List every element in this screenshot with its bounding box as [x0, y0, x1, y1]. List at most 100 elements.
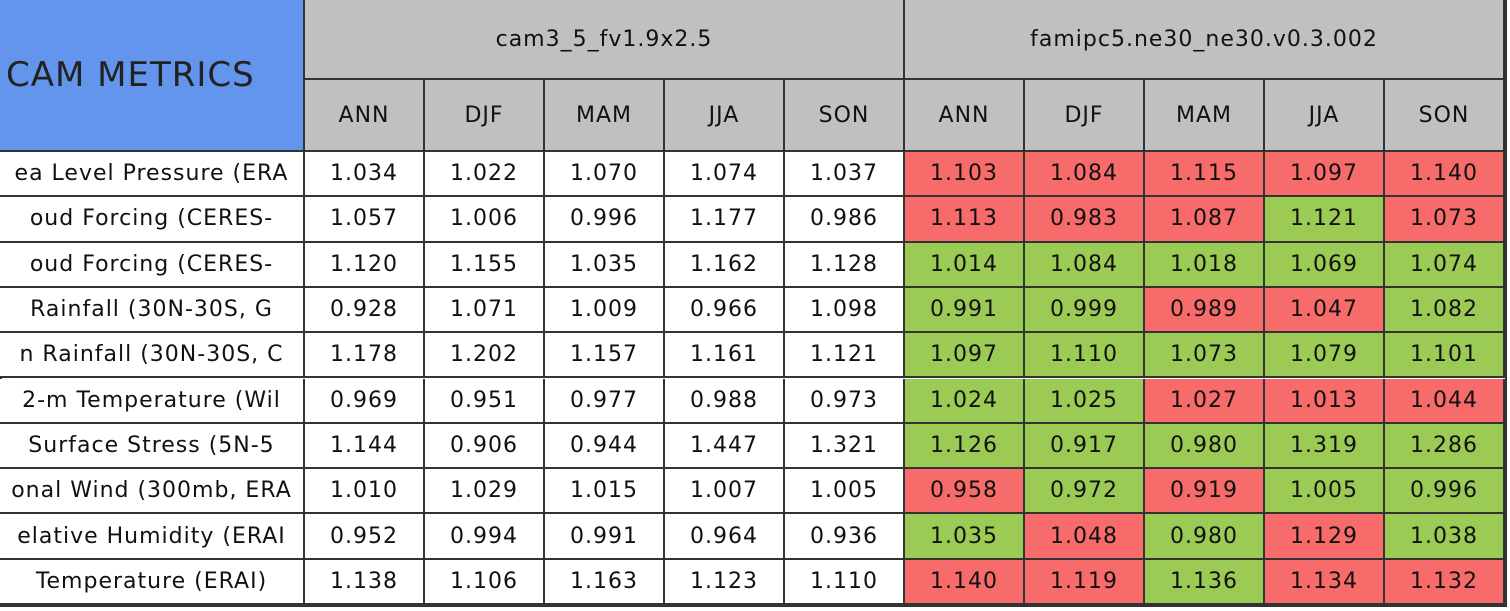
- value-cell-text: 0.919: [1170, 478, 1238, 504]
- value-cell: 1.136: [1145, 559, 1265, 605]
- value-cell-text: 1.084: [1050, 161, 1118, 187]
- value-cell: 1.138: [305, 559, 425, 605]
- value-cell: 1.006: [425, 197, 545, 243]
- value-cell-text: 1.178: [330, 342, 398, 368]
- value-cell: 1.048: [1025, 514, 1145, 560]
- value-cell: 0.991: [545, 514, 665, 560]
- value-cell-text: 1.005: [1290, 478, 1358, 504]
- row-label-text: Surface Stress (5N-5: [28, 432, 275, 458]
- row-label: n Rainfall (30N-30S, C: [0, 333, 305, 379]
- value-cell-text: 1.101: [1410, 342, 1478, 368]
- value-cell-text: 0.936: [810, 523, 878, 549]
- value-cell: 1.110: [1025, 333, 1145, 379]
- season-header-text: SON: [818, 102, 870, 128]
- value-cell-text: 0.972: [1050, 478, 1118, 504]
- row-label: ea Level Pressure (ERA: [0, 152, 305, 198]
- value-cell: 1.013: [1265, 378, 1385, 424]
- value-cell-text: 1.035: [930, 523, 998, 549]
- value-cell: 1.029: [425, 469, 545, 515]
- value-cell-text: 1.082: [1410, 297, 1478, 323]
- season-header: MAM: [545, 80, 665, 152]
- value-cell-text: 1.029: [450, 478, 518, 504]
- value-cell: 1.037: [785, 152, 905, 198]
- value-cell-text: 1.027: [1170, 387, 1238, 413]
- value-cell-text: 0.952: [330, 523, 398, 549]
- group-header: cam3_5_fv1.9x2.5: [305, 0, 905, 80]
- value-cell-text: 0.928: [330, 297, 398, 323]
- value-cell: 1.010: [305, 469, 425, 515]
- value-cell-text: 1.024: [930, 387, 998, 413]
- row-label-text: 2-m Temperature (Wil: [22, 387, 281, 413]
- value-cell: 1.202: [425, 333, 545, 379]
- value-cell: 1.079: [1265, 333, 1385, 379]
- value-cell: 1.005: [785, 469, 905, 515]
- value-cell-text: 1.132: [1410, 568, 1478, 594]
- season-header: MAM: [1145, 80, 1265, 152]
- value-cell-text: 0.996: [1410, 478, 1478, 504]
- value-cell-text: 1.161: [690, 342, 758, 368]
- value-cell-text: 1.013: [1290, 387, 1358, 413]
- value-cell-text: 1.014: [930, 251, 998, 277]
- value-cell-text: 1.140: [930, 568, 998, 594]
- value-cell: 0.977: [545, 378, 665, 424]
- value-cell: 1.177: [665, 197, 785, 243]
- value-cell-text: 1.097: [1290, 161, 1358, 187]
- season-header-text: SON: [1418, 102, 1470, 128]
- season-header-text: ANN: [938, 102, 990, 128]
- season-header: ANN: [905, 80, 1025, 152]
- value-cell: 1.047: [1265, 287, 1385, 334]
- value-cell-text: 1.007: [690, 478, 758, 504]
- value-cell: 1.106: [425, 559, 545, 605]
- value-cell-text: 1.087: [1170, 206, 1238, 232]
- value-cell-text: 1.038: [1410, 523, 1478, 549]
- value-cell: 0.969: [305, 378, 425, 424]
- title-cell: CAM METRICS: [0, 0, 305, 152]
- value-cell-text: 1.098: [810, 297, 878, 323]
- value-cell-text: 0.994: [450, 523, 518, 549]
- value-cell-text: 1.128: [810, 251, 878, 277]
- value-cell: 0.928: [305, 287, 425, 334]
- value-cell-text: 0.966: [690, 297, 758, 323]
- row-label: oud Forcing (CERES-: [0, 197, 305, 243]
- row-label-text: ea Level Pressure (ERA: [14, 161, 289, 187]
- value-cell-text: 0.917: [1050, 432, 1118, 458]
- value-cell: 1.129: [1265, 514, 1385, 560]
- value-cell-text: 1.121: [810, 342, 878, 368]
- value-cell: 0.996: [545, 197, 665, 243]
- value-cell-text: 1.447: [690, 432, 758, 458]
- value-cell: 0.973: [785, 378, 905, 424]
- value-cell: 1.144: [305, 423, 425, 470]
- value-cell-text: 1.202: [450, 342, 518, 368]
- value-cell: 1.087: [1145, 197, 1265, 243]
- value-cell: 1.034: [305, 152, 425, 198]
- value-cell: 0.983: [1025, 197, 1145, 243]
- season-header: SON: [1385, 80, 1505, 152]
- value-cell: 1.044: [1385, 378, 1505, 424]
- value-cell: 1.015: [545, 469, 665, 515]
- value-cell-text: 1.057: [330, 206, 398, 232]
- row-label: Surface Stress (5N-5: [0, 423, 305, 470]
- season-header-text: MAM: [1175, 102, 1232, 128]
- value-cell: 1.097: [1265, 152, 1385, 198]
- value-cell: 1.128: [785, 242, 905, 288]
- row-label: elative Humidity (ERAI: [0, 514, 305, 560]
- value-cell: 1.073: [1385, 197, 1505, 243]
- value-cell-text: 0.977: [570, 387, 638, 413]
- value-cell-text: 1.115: [1170, 161, 1238, 187]
- value-cell: 0.944: [545, 423, 665, 470]
- value-cell-text: 1.071: [450, 297, 518, 323]
- value-cell: 1.113: [905, 197, 1025, 243]
- value-cell-text: 1.074: [690, 161, 758, 187]
- value-cell-text: 1.035: [570, 251, 638, 277]
- value-cell-text: 1.025: [1050, 387, 1118, 413]
- value-cell-text: 0.980: [1170, 523, 1238, 549]
- value-cell-text: 1.120: [330, 251, 398, 277]
- value-cell: 1.084: [1025, 242, 1145, 288]
- row-label-text: Temperature (ERAI): [35, 568, 268, 594]
- value-cell: 1.103: [905, 152, 1025, 198]
- value-cell: 1.115: [1145, 152, 1265, 198]
- value-cell-text: 1.144: [330, 432, 398, 458]
- group-header: famipc5.ne30_ne30.v0.3.002: [905, 0, 1505, 80]
- value-cell-text: 1.015: [570, 478, 638, 504]
- value-cell-text: 1.286: [1410, 432, 1478, 458]
